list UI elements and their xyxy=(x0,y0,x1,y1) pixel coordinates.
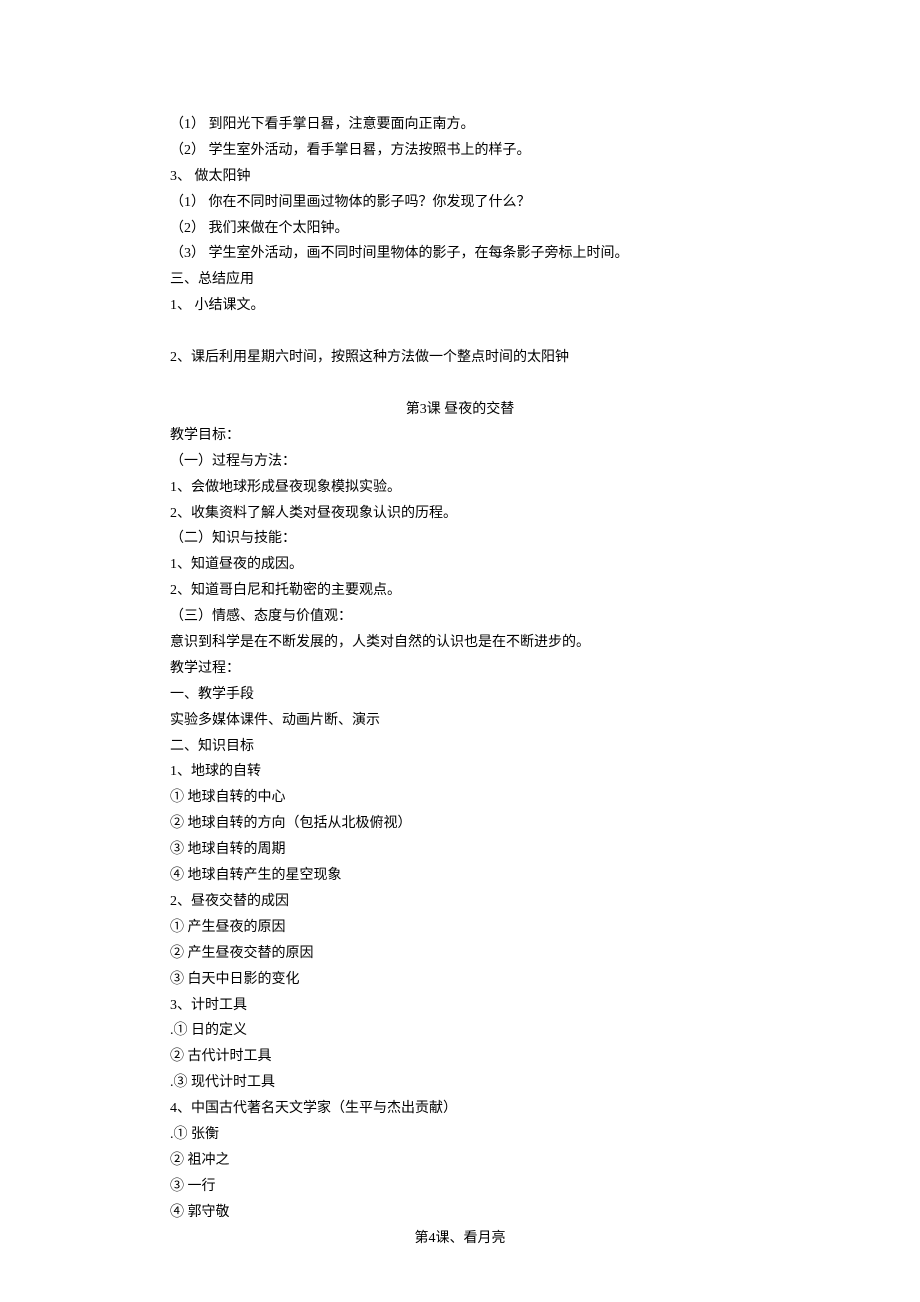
text-line: ① 地球自转的中心 xyxy=(170,785,750,811)
text-line: （3） 学生室外活动，画不同时间里物体的影子，在每条影子旁标上时间。 xyxy=(170,241,750,267)
text-line: ③ 一行 xyxy=(170,1174,750,1200)
text-line: 意识到科学是在不断发展的，人类对自然的认识也是在不断进步的。 xyxy=(170,630,750,656)
text-line: ④ 地球自转产生的星空现象 xyxy=(170,863,750,889)
text-line: 2、昼夜交替的成因 xyxy=(170,889,750,915)
text-line: 2、知道哥白尼和托勒密的主要观点。 xyxy=(170,578,750,604)
lesson-title: 第3课 昼夜的交替 xyxy=(170,397,750,423)
blank-line xyxy=(170,371,750,397)
text-line: （2） 我们来做在个太阳钟。 xyxy=(170,216,750,242)
text-line: 4、中国古代著名天文学家（生平与杰出贡献） xyxy=(170,1096,750,1122)
text-line: 教学过程： xyxy=(170,656,750,682)
text-line: ② 祖冲之 xyxy=(170,1148,750,1174)
text-line: ④ 郭守敬 xyxy=(170,1200,750,1226)
text-line: .① 日的定义 xyxy=(170,1018,750,1044)
text-line: （1） 到阳光下看手掌日晷，注意要面向正南方。 xyxy=(170,112,750,138)
text-line: 二、知识目标 xyxy=(170,734,750,760)
text-line: ② 产生昼夜交替的原因 xyxy=(170,941,750,967)
text-line: （三）情感、态度与价值观： xyxy=(170,604,750,630)
text-line: ② 地球自转的方向（包括从北极俯视） xyxy=(170,811,750,837)
text-line: 3、 做太阳钟 xyxy=(170,164,750,190)
text-line: 一、教学手段 xyxy=(170,682,750,708)
text-line: （二）知识与技能： xyxy=(170,526,750,552)
text-line: 实验多媒体课件、动画片断、演示 xyxy=(170,708,750,734)
text-line: ② 古代计时工具 xyxy=(170,1044,750,1070)
text-line: （2） 学生室外活动，看手掌日晷，方法按照书上的样子。 xyxy=(170,138,750,164)
text-line: ③ 白天中日影的变化 xyxy=(170,967,750,993)
text-line: 3、计时工具 xyxy=(170,993,750,1019)
text-line: .③ 现代计时工具 xyxy=(170,1070,750,1096)
text-line: （一）过程与方法： xyxy=(170,449,750,475)
text-line: 教学目标： xyxy=(170,423,750,449)
lesson-title: 第4课、看月亮 xyxy=(170,1226,750,1252)
text-line: 1、地球的自转 xyxy=(170,759,750,785)
text-line: （1） 你在不同时间里画过物体的影子吗？你发现了什么？ xyxy=(170,190,750,216)
text-line: ③ 地球自转的周期 xyxy=(170,837,750,863)
text-line: ① 产生昼夜的原因 xyxy=(170,915,750,941)
text-line: 1、 小结课文。 xyxy=(170,293,750,319)
text-line: 2、课后利用星期六时间，按照这种方法做一个整点时间的太阳钟 xyxy=(170,345,750,371)
text-line: 1、知道昼夜的成因。 xyxy=(170,552,750,578)
text-line: 1、会做地球形成昼夜现象模拟实验。 xyxy=(170,475,750,501)
text-line: 2、收集资料了解人类对昼夜现象认识的历程。 xyxy=(170,501,750,527)
text-line: 三、总结应用 xyxy=(170,267,750,293)
text-line: .① 张衡 xyxy=(170,1122,750,1148)
blank-line xyxy=(170,319,750,345)
